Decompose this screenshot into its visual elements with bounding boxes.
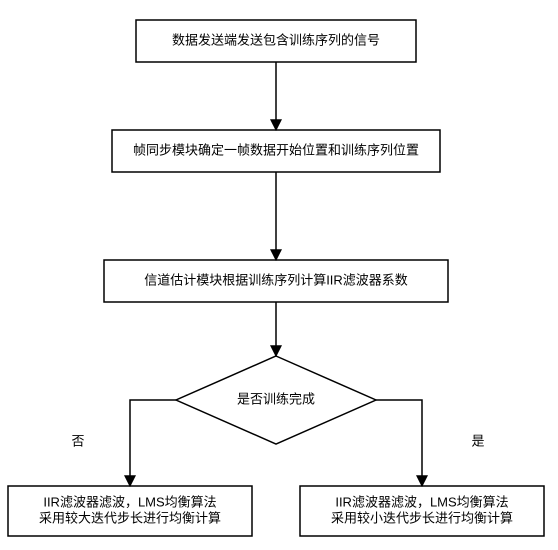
flow-node-n5-label: 采用较小迭代步长进行均衡计算	[331, 510, 513, 525]
flowchart-canvas: 数据发送端发送包含训练序列的信号帧同步模块确定一帧数据开始位置和训练序列位置信道…	[0, 0, 558, 550]
flow-node-n4-label: 采用较大迭代步长进行均衡计算	[39, 510, 221, 525]
flow-node-n5-label: IIR滤波器滤波，LMS均衡算法	[335, 494, 508, 509]
flow-decision-d1-label: 是否训练完成	[237, 391, 315, 406]
flow-edge-3	[130, 400, 176, 486]
flow-node-n3-label: 信道估计模块根据训练序列计算IIR滤波器系数	[144, 272, 408, 287]
flow-edge-3-label: 否	[71, 433, 84, 448]
flow-edge-4-label: 是	[471, 433, 484, 448]
flow-node-n1-label: 数据发送端发送包含训练序列的信号	[172, 32, 380, 47]
flow-edge-4	[376, 400, 422, 486]
flow-node-n4-label: IIR滤波器滤波，LMS均衡算法	[43, 494, 216, 509]
flow-node-n2-label: 帧同步模块确定一帧数据开始位置和训练序列位置	[133, 142, 419, 157]
